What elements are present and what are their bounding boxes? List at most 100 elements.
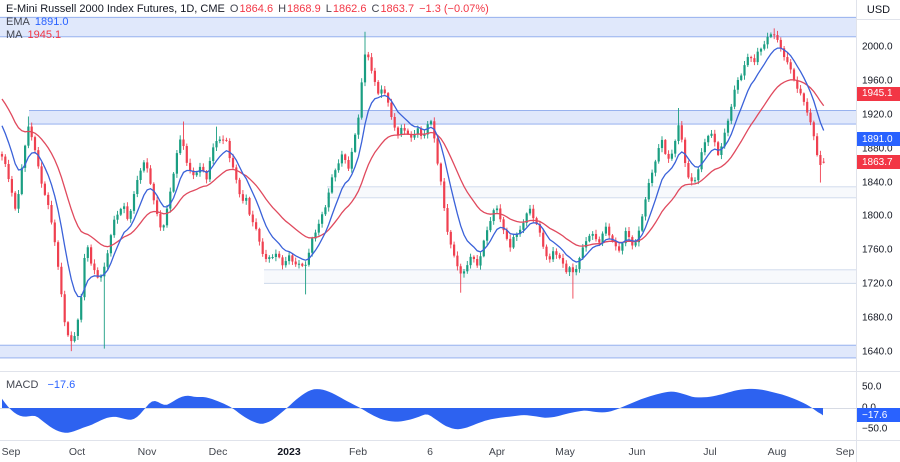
candle-body [654, 161, 657, 173]
price-badge: 1891.0 [857, 132, 900, 147]
candle-body [502, 219, 505, 231]
candle-body [340, 154, 343, 164]
candle-body [693, 180, 697, 182]
candle-body [568, 267, 571, 273]
ma-line[interactable] [1, 79, 825, 248]
candle-body [66, 322, 70, 336]
macd-indicator-row[interactable]: MACD −17.6 [6, 379, 75, 391]
candle-body [132, 194, 136, 211]
candle-body [142, 162, 145, 171]
candle-body [505, 230, 508, 239]
price-tick-label: 1960.0 [862, 75, 893, 87]
candle-body [439, 163, 442, 182]
candle-body [363, 54, 367, 83]
candle-body [446, 208, 449, 232]
candle-body [756, 51, 759, 63]
candle-body [740, 75, 743, 81]
macd-tick-label: 0.0 [862, 403, 876, 414]
candle-body [806, 101, 809, 113]
candle-body [337, 163, 340, 171]
candle-body [796, 80, 799, 89]
candle-body [525, 213, 528, 223]
candle-body [651, 172, 654, 184]
ema-line[interactable] [1, 47, 825, 298]
candle-body [690, 177, 693, 182]
candle-body [819, 155, 822, 165]
candle-body [344, 154, 347, 160]
candle-body [552, 251, 555, 260]
candle-body [459, 266, 462, 274]
candle-body [667, 153, 670, 159]
candle-body [822, 161, 825, 163]
candle-body [608, 226, 611, 236]
candle-body [697, 169, 700, 181]
symbol-title[interactable]: E-Mini Russell 2000 Index Futures, 1D, C… [6, 3, 225, 15]
time-tick-label: Dec [208, 446, 228, 458]
ma-indicator-row[interactable]: MA 1945.1 [6, 29, 489, 41]
candle-body [670, 153, 673, 159]
candle-body [354, 134, 357, 152]
candle-body [162, 225, 165, 228]
candle-body [222, 139, 225, 141]
candle-body [753, 58, 756, 63]
candle-body [759, 48, 763, 52]
candle-body [816, 136, 819, 156]
candle-body [70, 335, 73, 342]
candle-body [103, 266, 106, 277]
price-tick-label: 1840.0 [862, 177, 893, 189]
candle-body [416, 128, 419, 135]
candle-body [726, 120, 730, 133]
candle-body [723, 132, 726, 147]
candle-body [641, 216, 644, 231]
macd-label: MACD [6, 379, 39, 391]
candle-body [116, 214, 119, 220]
candle-body [769, 34, 772, 37]
candle-body [519, 229, 522, 235]
candle-body [182, 139, 185, 147]
candle-body [449, 231, 452, 245]
candle-body [20, 167, 23, 195]
candle-body [403, 127, 406, 131]
candle-body [37, 150, 40, 167]
candle-body [743, 65, 746, 76]
currency-label[interactable]: USD [856, 0, 900, 20]
candle-body [486, 230, 489, 241]
ma-label: MA [6, 29, 23, 41]
candle-body [179, 139, 182, 154]
symbol-row: E-Mini Russell 2000 Index Futures, 1D, C… [6, 3, 489, 15]
candle-body [495, 208, 499, 211]
macd-value: −17.6 [47, 379, 76, 391]
macd-tick-label: −50.0 [862, 423, 888, 435]
price-badge: 1945.1 [857, 86, 900, 101]
candle-body [614, 241, 617, 247]
candle-body [113, 219, 116, 236]
candle-body [228, 140, 231, 159]
candle-body [443, 181, 446, 209]
candle-body [330, 177, 334, 193]
candle-body [621, 243, 624, 251]
candle-body [83, 257, 86, 298]
candle-body [189, 162, 192, 171]
candle-body [555, 251, 558, 255]
time-tick-label: May [555, 446, 575, 458]
time-tick-label: Jun [628, 446, 646, 458]
candle-body [10, 179, 13, 193]
candle-body [684, 139, 687, 164]
candle-body [304, 264, 307, 266]
candle-body [251, 214, 254, 223]
candle-body [50, 205, 53, 223]
candle-body [509, 238, 512, 248]
time-tick-label: Sep [1, 446, 21, 458]
ema-indicator-row[interactable]: EMA 1891.0 [6, 16, 489, 28]
candle-body [90, 247, 93, 264]
candle-body [492, 210, 495, 222]
candle-body [763, 44, 766, 49]
candle-body [123, 206, 126, 209]
candle-body [357, 117, 360, 135]
candle-body [674, 141, 677, 154]
candle-body [212, 147, 215, 161]
candle-body [644, 199, 647, 217]
candle-body [542, 232, 545, 247]
